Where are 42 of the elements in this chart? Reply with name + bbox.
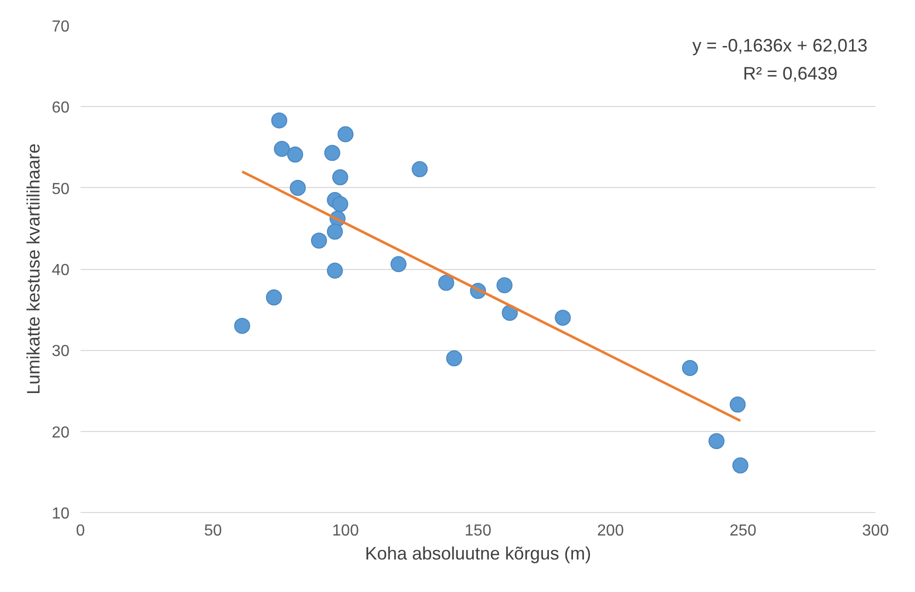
y-tick-label: 20 xyxy=(52,424,70,442)
y-tick-label: 50 xyxy=(52,180,70,198)
x-tick-label: 0 xyxy=(76,522,86,540)
y-tick-label: 10 xyxy=(52,506,70,522)
point xyxy=(390,256,406,272)
point xyxy=(311,232,327,249)
y-tick-label: 60 xyxy=(52,100,70,117)
x-tick-label: 100 xyxy=(332,522,359,540)
point xyxy=(554,310,571,326)
point xyxy=(274,140,290,157)
point xyxy=(290,180,306,196)
point xyxy=(412,161,428,178)
point xyxy=(332,196,348,212)
point xyxy=(502,304,518,321)
point xyxy=(271,112,288,128)
y-tick-label: 40 xyxy=(52,262,70,279)
point xyxy=(446,350,462,366)
x-axis-title: Koha absoluutne kõrgus (m) xyxy=(364,544,592,564)
point xyxy=(326,224,343,240)
point xyxy=(326,262,343,279)
point xyxy=(287,146,304,163)
y-tick-label: 70 xyxy=(52,18,70,36)
point xyxy=(332,169,348,186)
x-tick-label: 200 xyxy=(597,522,624,540)
x-tick-label: 50 xyxy=(204,522,222,540)
point xyxy=(338,126,354,142)
point xyxy=(708,433,724,450)
annotation: y = -0,1636x + 62,013 xyxy=(692,36,868,56)
point xyxy=(732,457,748,474)
annotation: R² = 0,6439 xyxy=(742,64,838,84)
y-tick-label: 30 xyxy=(52,343,70,360)
point xyxy=(496,277,512,294)
point xyxy=(324,144,340,161)
point xyxy=(730,396,746,413)
point xyxy=(438,274,454,291)
point xyxy=(682,360,698,376)
x-tick-label: 300 xyxy=(862,522,889,540)
x-tick-label: 150 xyxy=(464,522,492,540)
point xyxy=(234,318,250,334)
point xyxy=(266,289,282,306)
x-tick-label: 250 xyxy=(730,522,756,540)
y-axis-title: Lumikatte kestuse kvartiilihaare xyxy=(24,143,44,395)
